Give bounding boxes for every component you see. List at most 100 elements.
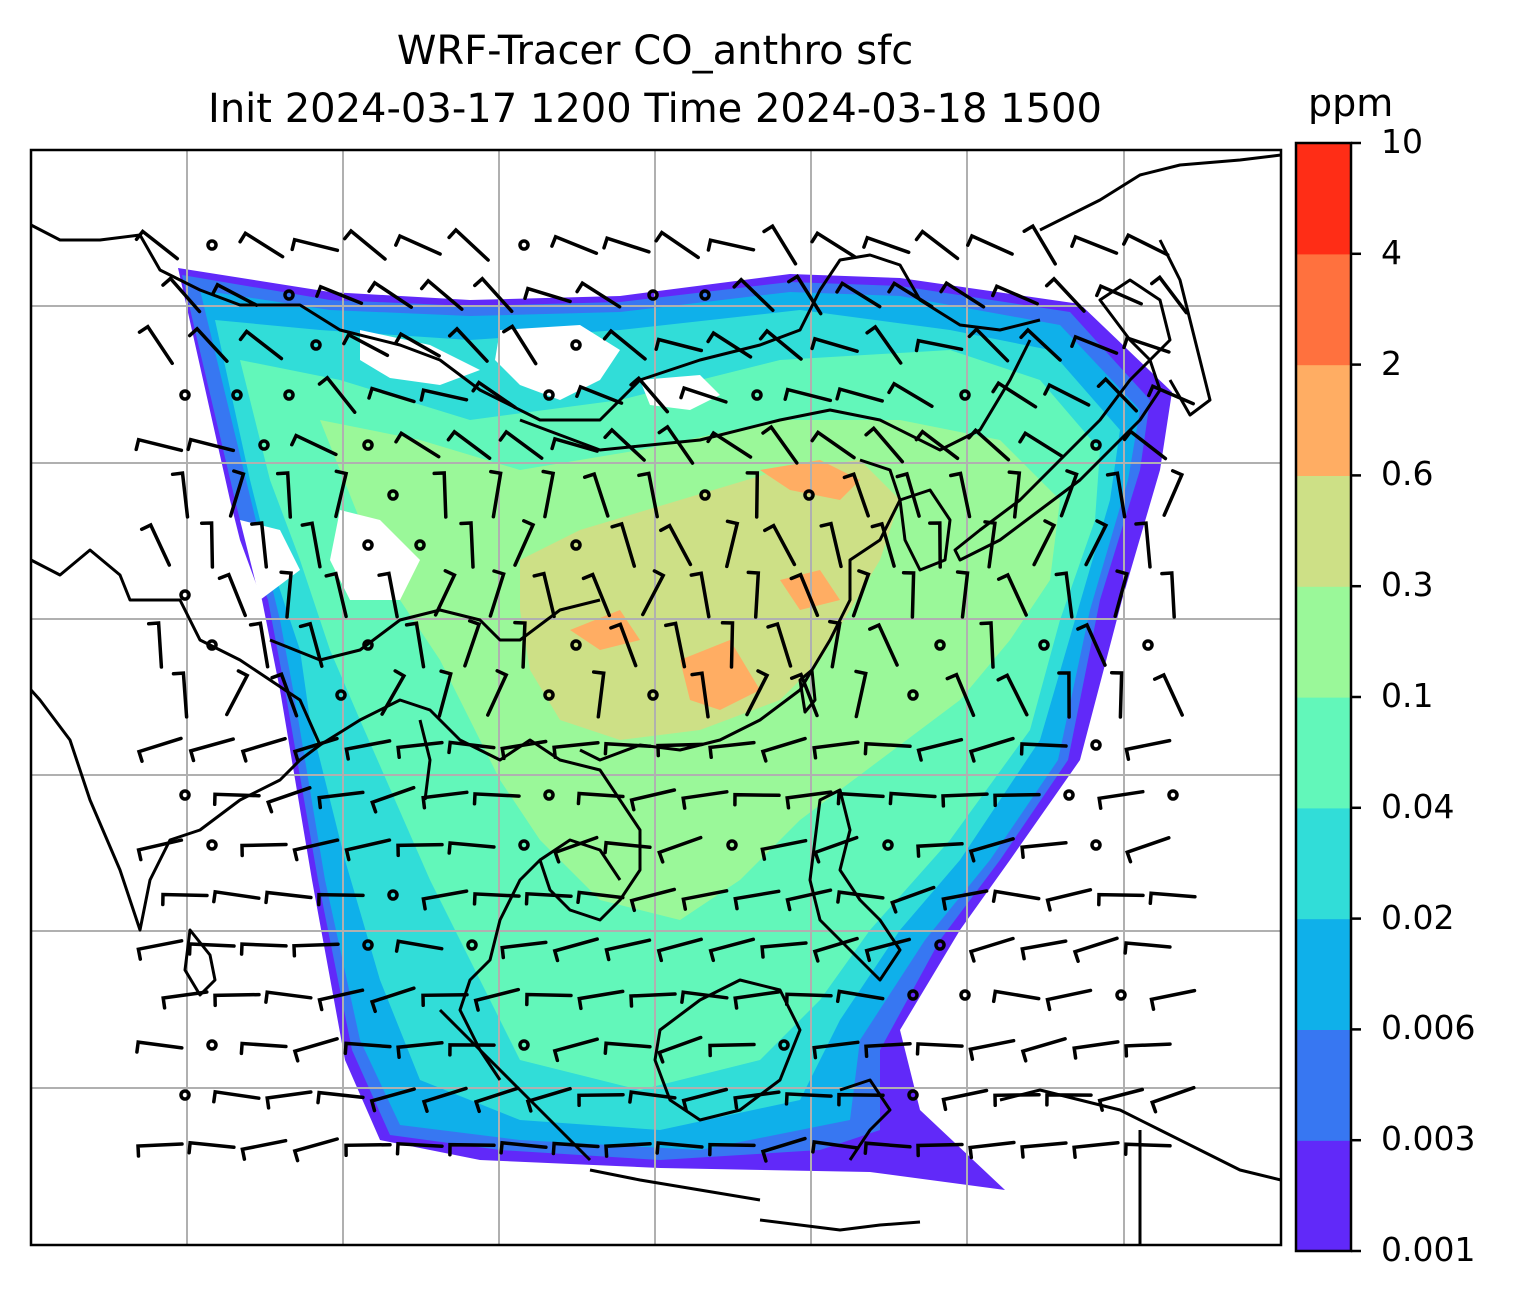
wind-barb <box>1054 571 1074 619</box>
calm-wind-marker <box>699 489 711 501</box>
wind-barb <box>380 669 407 716</box>
wind-barb <box>344 1142 392 1158</box>
wind-barb <box>292 1137 339 1163</box>
wind-barb <box>344 838 392 862</box>
calm-wind-marker <box>518 1039 530 1051</box>
wind-barb <box>524 891 573 906</box>
calm-wind-marker <box>206 239 218 251</box>
wind-barb <box>463 619 482 668</box>
wind-barb <box>993 1092 1041 1108</box>
wind-barb <box>486 669 509 717</box>
wind-barb <box>706 330 753 359</box>
wind-barb <box>763 523 797 567</box>
wind-barb <box>1124 738 1172 761</box>
wind-barb <box>784 1092 833 1106</box>
wind-barb <box>212 1089 261 1104</box>
wind-barb <box>396 842 444 858</box>
wind-barb <box>968 1140 1016 1160</box>
wind-barb <box>212 889 261 904</box>
wind-barb <box>1072 936 1119 963</box>
wind-barb <box>789 572 820 618</box>
wind-barb <box>513 620 527 669</box>
wind-barb <box>394 331 441 358</box>
wind-barb <box>186 437 236 453</box>
wind-barb <box>837 1092 885 1107</box>
colorbar-tick-label: 10 <box>1381 122 1423 161</box>
wind-barb <box>1152 672 1184 717</box>
wind-barb <box>523 286 572 304</box>
wind-barb <box>315 284 364 305</box>
colorbar-tick-label: 4 <box>1381 232 1402 272</box>
wind-barb <box>1113 569 1129 618</box>
wind-barb <box>1022 223 1057 266</box>
calm-wind-marker <box>179 789 191 801</box>
calm-wind-marker <box>335 689 347 701</box>
wind-barb <box>342 228 387 261</box>
calm-wind-marker <box>907 689 919 701</box>
colorbar-segment <box>1296 697 1351 809</box>
wind-barb <box>575 280 622 309</box>
colorbar-tick-label: 2 <box>1381 343 1402 383</box>
calm-wind-marker <box>231 389 243 401</box>
wind-barb <box>1045 1093 1093 1107</box>
wind-barb <box>870 521 896 568</box>
wind-barb <box>916 737 964 762</box>
wind-barb <box>139 522 172 567</box>
wind-barb <box>447 740 496 755</box>
wind-barb <box>1160 571 1176 619</box>
wind-barb <box>914 229 960 261</box>
wind-barb <box>732 277 775 313</box>
calm-wind-marker <box>699 289 711 301</box>
calm-wind-marker <box>1063 789 1075 801</box>
wind-barb <box>471 380 517 410</box>
wind-barb <box>916 1142 964 1158</box>
wind-barb <box>146 621 164 669</box>
wind-barb <box>1109 670 1124 719</box>
wind-barb <box>212 792 261 807</box>
wind-barb <box>1019 327 1062 362</box>
wind-barb <box>396 740 444 760</box>
wind-barb <box>604 938 652 962</box>
wind-barb <box>828 619 842 669</box>
wind-barb <box>228 469 246 518</box>
wind-barb <box>525 1086 572 1113</box>
wind-barb <box>225 669 250 717</box>
calm-wind-marker <box>543 689 555 701</box>
colorbar-segment <box>1296 807 1351 920</box>
calm-wind-marker <box>387 889 399 901</box>
wind-barb <box>864 937 912 963</box>
wind-barb <box>789 672 819 718</box>
wind-barb <box>433 569 457 617</box>
wind-barb <box>761 424 799 465</box>
wind-barb <box>708 937 756 963</box>
wind-barb <box>500 940 548 960</box>
wind-barb <box>317 892 365 907</box>
calm-wind-marker <box>934 639 946 651</box>
wind-barb <box>863 1141 912 1155</box>
wind-barb <box>432 471 448 519</box>
wind-barb <box>576 791 625 806</box>
wind-barb <box>928 521 942 569</box>
wind-barb <box>603 427 646 462</box>
wind-barb <box>171 671 189 719</box>
calm-wind-marker <box>959 989 971 1001</box>
wind-barb <box>1020 1141 1068 1159</box>
wind-barb <box>1057 671 1071 719</box>
wind-barb <box>865 324 903 365</box>
calm-wind-marker <box>206 839 218 851</box>
wind-barb <box>656 937 703 963</box>
wind-barb <box>888 791 937 806</box>
wind-barb <box>317 988 365 1012</box>
wind-barb <box>1122 232 1170 257</box>
calm-wind-marker <box>362 439 374 451</box>
colorbar-segment <box>1296 1140 1351 1252</box>
wind-barb <box>659 523 693 567</box>
calm-wind-marker <box>959 389 971 401</box>
wind-barb <box>895 471 921 518</box>
wind-barb <box>488 569 506 618</box>
wind-barb <box>708 1142 756 1157</box>
wind-barb <box>369 1087 416 1113</box>
wind-barb <box>551 1141 600 1156</box>
calm-wind-marker <box>1090 439 1102 451</box>
wind-barb <box>188 737 235 763</box>
